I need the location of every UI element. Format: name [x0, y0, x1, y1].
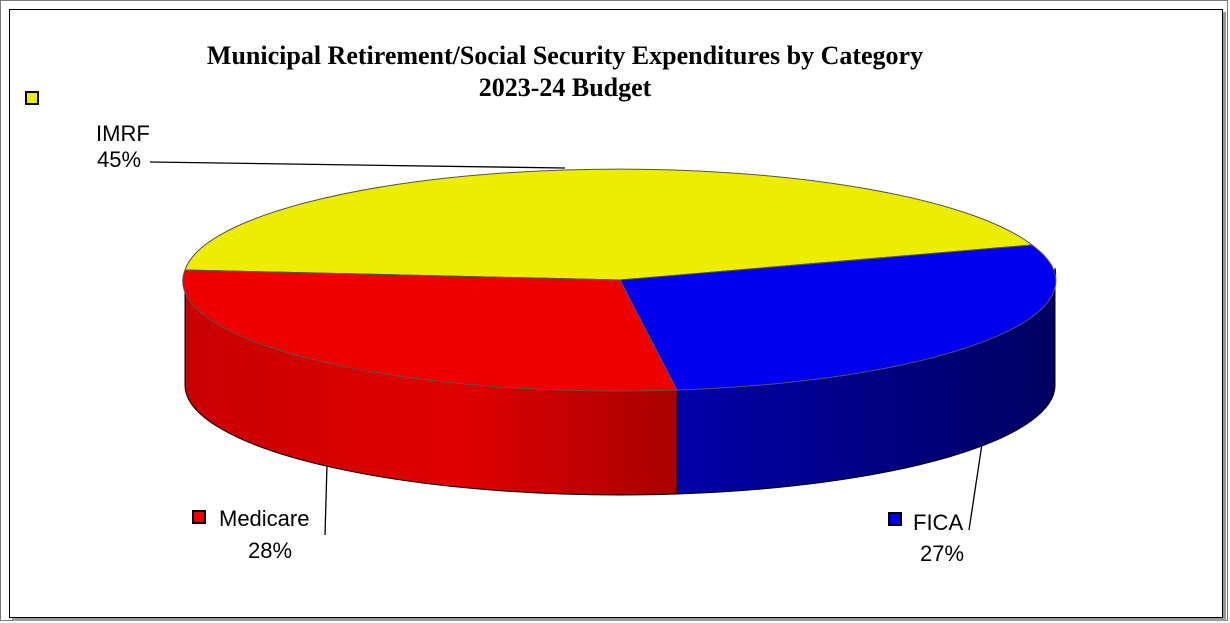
swatch-medicare	[192, 510, 206, 524]
pie-slice-fica	[619, 244, 1057, 391]
value-fica: 27%	[920, 541, 964, 566]
chart-title: Municipal Retirement/Social Security Exp…	[207, 41, 923, 70]
leader-line-medicare	[324, 464, 328, 536]
pie-slice-imrf	[184, 168, 1034, 281]
label-imrf: IMRF	[96, 121, 150, 146]
pie-slice-medicare	[182, 269, 678, 392]
chart-subtitle: 2023-24 Budget	[479, 73, 652, 102]
label-medicare: Medicare	[219, 506, 309, 531]
swatch-fica	[888, 512, 902, 526]
value-medicare: 28%	[248, 538, 292, 563]
legend-swatch-top	[25, 91, 39, 105]
leader-line-imrf	[149, 161, 566, 169]
leader-line-fica	[968, 443, 983, 531]
value-imrf: 45%	[97, 147, 141, 172]
label-fica: FICA	[913, 510, 963, 535]
